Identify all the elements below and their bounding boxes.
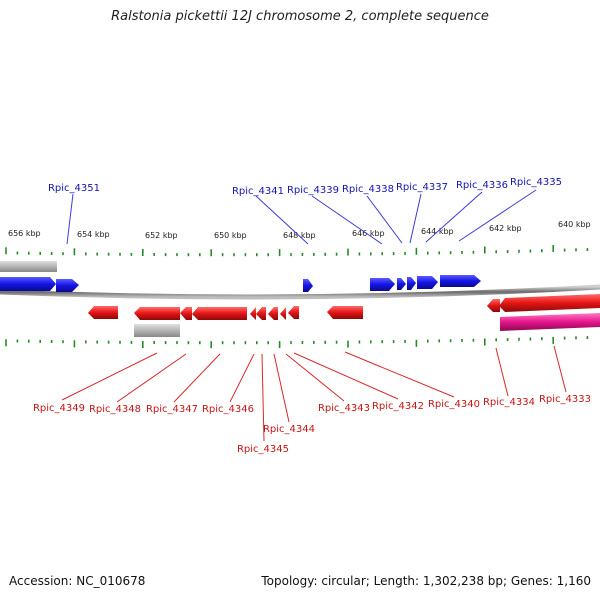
accession-text: Accession: NC_010678 — [9, 574, 146, 588]
scale-label: 650 kbp — [214, 231, 247, 240]
top-gene-labels: Rpic_4351 Rpic_4341 Rpic_4339 Rpic_4338 … — [48, 177, 562, 197]
gene-reverse[interactable] — [327, 306, 363, 319]
gene-forward[interactable] — [417, 276, 438, 289]
gene-rna[interactable] — [500, 313, 600, 331]
gene-reverse[interactable] — [268, 307, 278, 320]
gene-reverse[interactable] — [88, 306, 118, 319]
gene-reverse[interactable] — [180, 307, 192, 320]
gene-label[interactable]: Rpic_4336 — [456, 180, 508, 191]
gene-label[interactable]: Rpic_4341 — [232, 186, 284, 197]
gene-label[interactable]: Rpic_4338 — [342, 184, 394, 195]
gene-forward[interactable] — [440, 275, 481, 287]
scale-labels: 656 kbp 654 kbp 652 kbp 650 kbp 648 kbp … — [8, 220, 591, 240]
gene-label[interactable]: Rpic_4339 — [287, 185, 339, 196]
gene-label[interactable]: Rpic_4340 — [428, 399, 480, 410]
gene-label[interactable]: Rpic_4347 — [146, 404, 198, 415]
chromosome-backbone — [0, 284, 600, 300]
gene-pseudo-bottom[interactable] — [134, 324, 180, 337]
bottom-gene-labels: Rpic_4349 Rpic_4348 Rpic_4347 Rpic_4346 … — [33, 394, 591, 455]
gene-label[interactable]: Rpic_4333 — [539, 394, 591, 405]
gene-label[interactable]: Rpic_4342 — [372, 401, 424, 412]
gene-label[interactable]: Rpic_4348 — [89, 404, 141, 415]
map-title: Ralstonia pickettii 12J chromosome 2, co… — [111, 9, 489, 24]
reverse-strand-genes — [88, 294, 600, 320]
scale-ticks-bottom — [5, 336, 589, 349]
gene-forward[interactable] — [56, 279, 79, 292]
gene-reverse[interactable] — [280, 307, 286, 320]
gene-pseudo-top[interactable] — [0, 261, 57, 272]
scale-label: 642 kbp — [489, 224, 522, 233]
gene-label[interactable]: Rpic_4334 — [483, 397, 535, 408]
scale-label: 654 kbp — [77, 230, 110, 239]
bottom-label-leaders — [61, 345, 567, 442]
gene-reverse[interactable] — [256, 307, 266, 320]
genome-summary-text: Topology: circular; Length: 1,302,238 bp… — [261, 574, 591, 588]
gene-reverse[interactable] — [192, 307, 247, 320]
scale-label: 656 kbp — [8, 229, 41, 238]
gene-label[interactable]: Rpic_4349 — [33, 403, 85, 414]
scale-label: 646 kbp — [352, 229, 385, 238]
gene-label[interactable]: Rpic_4344 — [263, 424, 315, 435]
gene-forward[interactable] — [397, 278, 406, 290]
gene-reverse[interactable] — [250, 307, 256, 320]
top-label-leaders — [66, 189, 537, 245]
gene-forward[interactable] — [303, 279, 313, 292]
gene-label[interactable]: Rpic_4337 — [396, 182, 448, 193]
scale-ticks-top — [5, 244, 589, 257]
gene-label[interactable]: Rpic_4351 — [48, 183, 100, 194]
gene-reverse[interactable] — [487, 299, 500, 312]
gene-forward[interactable] — [370, 278, 395, 291]
gene-label[interactable]: Rpic_4346 — [202, 404, 254, 415]
gene-forward[interactable] — [407, 277, 416, 290]
scale-label: 640 kbp — [558, 220, 591, 229]
gene-reverse[interactable] — [499, 294, 600, 312]
gene-label[interactable]: Rpic_4343 — [318, 403, 370, 414]
gene-forward[interactable] — [0, 277, 56, 291]
gene-reverse[interactable] — [134, 307, 180, 320]
gene-label[interactable]: Rpic_4345 — [237, 444, 289, 455]
forward-strand-genes — [0, 275, 481, 292]
gene-label[interactable]: Rpic_4335 — [510, 177, 562, 188]
scale-label: 652 kbp — [145, 231, 178, 240]
gene-reverse[interactable] — [288, 306, 299, 319]
